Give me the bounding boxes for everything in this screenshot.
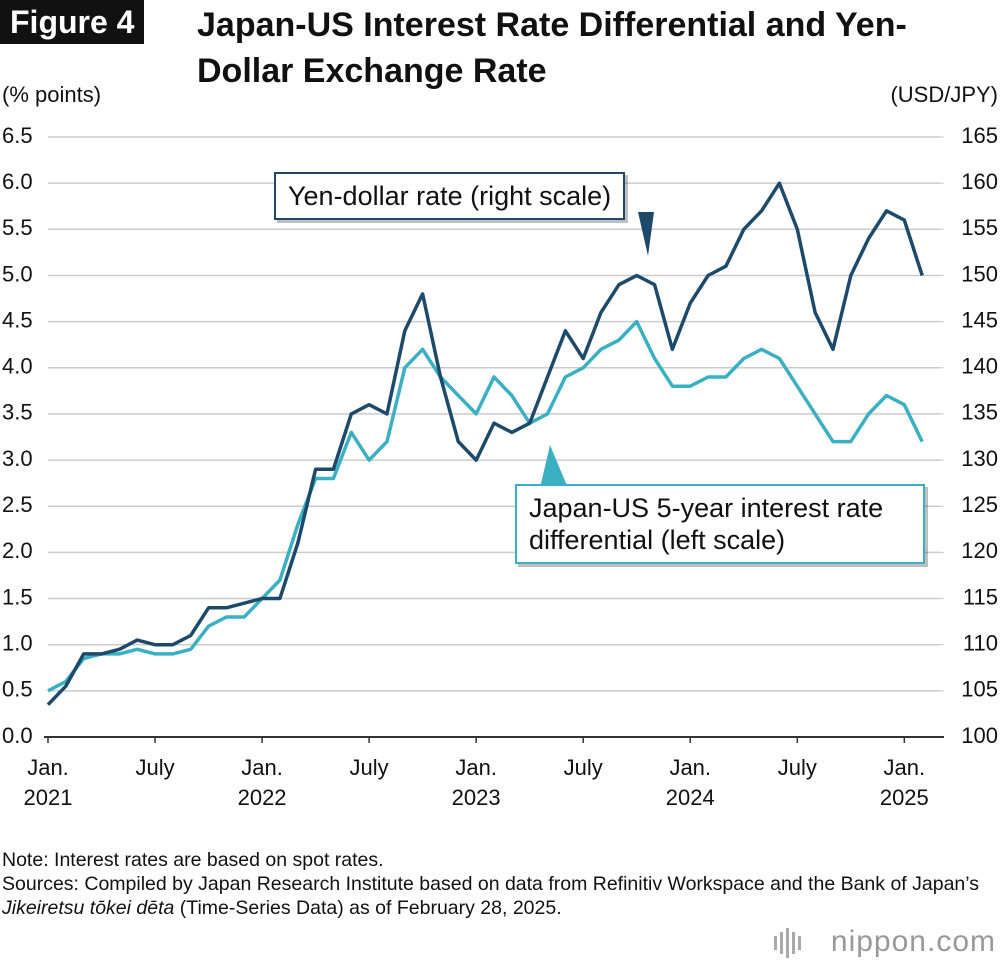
y2-tick-label: 145: [961, 307, 998, 332]
y2-tick-label: 140: [961, 354, 998, 379]
y2-tick-label: 115: [963, 584, 998, 609]
source: Sources: Compiled by Japan Research Inst…: [2, 872, 992, 920]
y-tick-label: 4.0: [2, 354, 33, 379]
legend-entry: Yen-dollar rate (right scale): [274, 172, 626, 220]
y-tick-label: 6.5: [2, 123, 33, 148]
y-tick-label: 0.0: [2, 723, 33, 748]
y-tick-label: 1.0: [2, 631, 33, 656]
y2-tick-label: 165: [961, 123, 998, 148]
y2-tick-label: 160: [961, 169, 998, 194]
series-line: [46, 181, 924, 706]
y2-tick-label: 110: [963, 631, 998, 656]
x-tick-label: Jan. 2021: [24, 755, 73, 810]
y2-tick-label: 105: [961, 677, 998, 702]
x-tick-label: July: [778, 755, 817, 780]
y2-axis-label: (USD/JPY): [890, 82, 998, 107]
source-italic: Jikeiretsu tōkei dēta: [2, 897, 175, 919]
y-tick-label: 5.5: [2, 215, 33, 240]
y-tick-label: 2.0: [2, 538, 33, 563]
y-tick-label: 0.5: [2, 677, 33, 702]
y-tick-label: 3.5: [2, 400, 33, 425]
y2-tick-label: 135: [961, 400, 998, 425]
x-tick-label: July: [564, 755, 603, 780]
y2-tick-label: 150: [961, 261, 998, 286]
x-tick-label: Jan. 2024: [666, 755, 715, 810]
y-tick-label: 5.0: [2, 261, 33, 286]
y2-tick-label: 120: [961, 538, 998, 563]
y2-tick-label: 100: [961, 723, 998, 748]
chart-title: Japan-US Interest Rate Differential and …: [197, 6, 907, 90]
figure-label: Figure 4: [0, 0, 145, 44]
x-tick-label: July: [350, 755, 389, 780]
y-tick-label: 2.5: [2, 492, 33, 517]
source-text: Sources: Compiled by Japan Research Inst…: [2, 873, 979, 895]
y-axis-label: (% points): [2, 82, 101, 107]
y-tick-label: 6.0: [2, 169, 33, 194]
y-tick-label: 1.5: [2, 584, 33, 609]
callout-pointer: [540, 445, 568, 488]
note: Note: Interest rates are based on spot r…: [2, 849, 384, 871]
logo: nippon.com: [830, 925, 996, 958]
callout-pointer: [638, 212, 654, 256]
y2-tick-label: 125: [961, 492, 998, 517]
x-tick-label: Jan. 2025: [880, 755, 929, 810]
footnote: Note: Interest rates are based on spot r…: [2, 848, 992, 920]
logo-icon: [774, 928, 801, 958]
y2-tick-label: 155: [961, 215, 998, 240]
legend-entry: Japan-US 5-year interest rate differenti…: [515, 484, 925, 564]
series-line: [47, 319, 924, 693]
x-tick-label: Jan. 2023: [452, 755, 501, 810]
y-tick-label: 3.0: [2, 446, 33, 471]
x-tick-label: Jan. 2022: [238, 755, 287, 810]
x-tick-label: July: [135, 755, 174, 780]
y2-tick-label: 130: [961, 446, 998, 471]
source-text: (Time-Series Data) as of February 28, 20…: [179, 897, 562, 919]
y-tick-label: 4.5: [2, 307, 33, 332]
